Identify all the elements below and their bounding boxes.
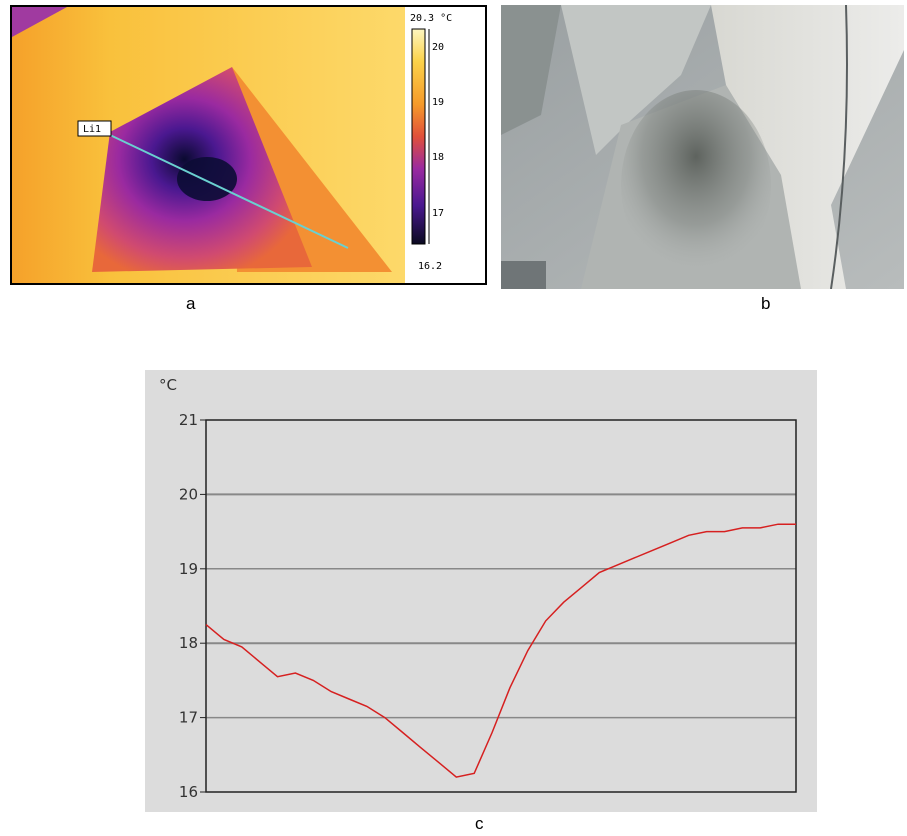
y-tick-label: 19 bbox=[179, 560, 198, 578]
temperature-profile-chart: °C 21 20 19 18 17 16 bbox=[145, 370, 817, 812]
y-tick-label: 20 bbox=[179, 485, 198, 503]
thermal-image-panel: Li1 20.3 °C 20 19 18 17 16.2 bbox=[10, 5, 487, 285]
chart-svg: °C 21 20 19 18 17 16 bbox=[159, 376, 797, 801]
photo-ceiling-edge bbox=[830, 4, 848, 290]
thermal-cold-spot bbox=[177, 157, 237, 201]
y-tick-label: 16 bbox=[179, 783, 198, 801]
photo-upper-wall bbox=[561, 5, 711, 155]
temperature-profile-line bbox=[205, 523, 796, 778]
photo-left-wall bbox=[501, 5, 561, 135]
photo-lower-object bbox=[501, 261, 546, 289]
caption-b: b bbox=[761, 294, 771, 313]
plot-frame bbox=[205, 419, 797, 793]
grid-lines bbox=[206, 493, 796, 719]
y-tick-label: 18 bbox=[179, 634, 198, 652]
color-scale-bar bbox=[411, 28, 426, 245]
y-axis-unit: °C bbox=[159, 376, 177, 394]
scale-tick-label: 18 bbox=[432, 152, 444, 163]
photo-panel bbox=[501, 4, 904, 290]
scale-max-label: 20.3 °C bbox=[410, 13, 452, 24]
mold-stain bbox=[621, 90, 771, 280]
scale-min-label: 16.2 bbox=[418, 261, 442, 272]
thermal-image: Li1 20.3 °C 20 19 18 17 16.2 bbox=[12, 7, 452, 283]
scale-tick-label: 17 bbox=[432, 208, 444, 219]
caption-c: c bbox=[475, 814, 484, 833]
roi-label: Li1 bbox=[83, 124, 101, 135]
y-tick-label: 21 bbox=[179, 411, 198, 429]
scale-tick-label: 19 bbox=[432, 97, 444, 108]
caption-a: a bbox=[186, 294, 196, 313]
y-tick-labels: 21 20 19 18 17 16 bbox=[179, 411, 206, 801]
y-tick-label: 17 bbox=[179, 709, 198, 727]
thermal-corner-region bbox=[12, 7, 67, 37]
measurement-line bbox=[109, 134, 349, 249]
roi-label-box bbox=[77, 120, 112, 137]
corner-photo bbox=[501, 4, 904, 290]
scale-tick-label: 20 bbox=[432, 42, 444, 53]
